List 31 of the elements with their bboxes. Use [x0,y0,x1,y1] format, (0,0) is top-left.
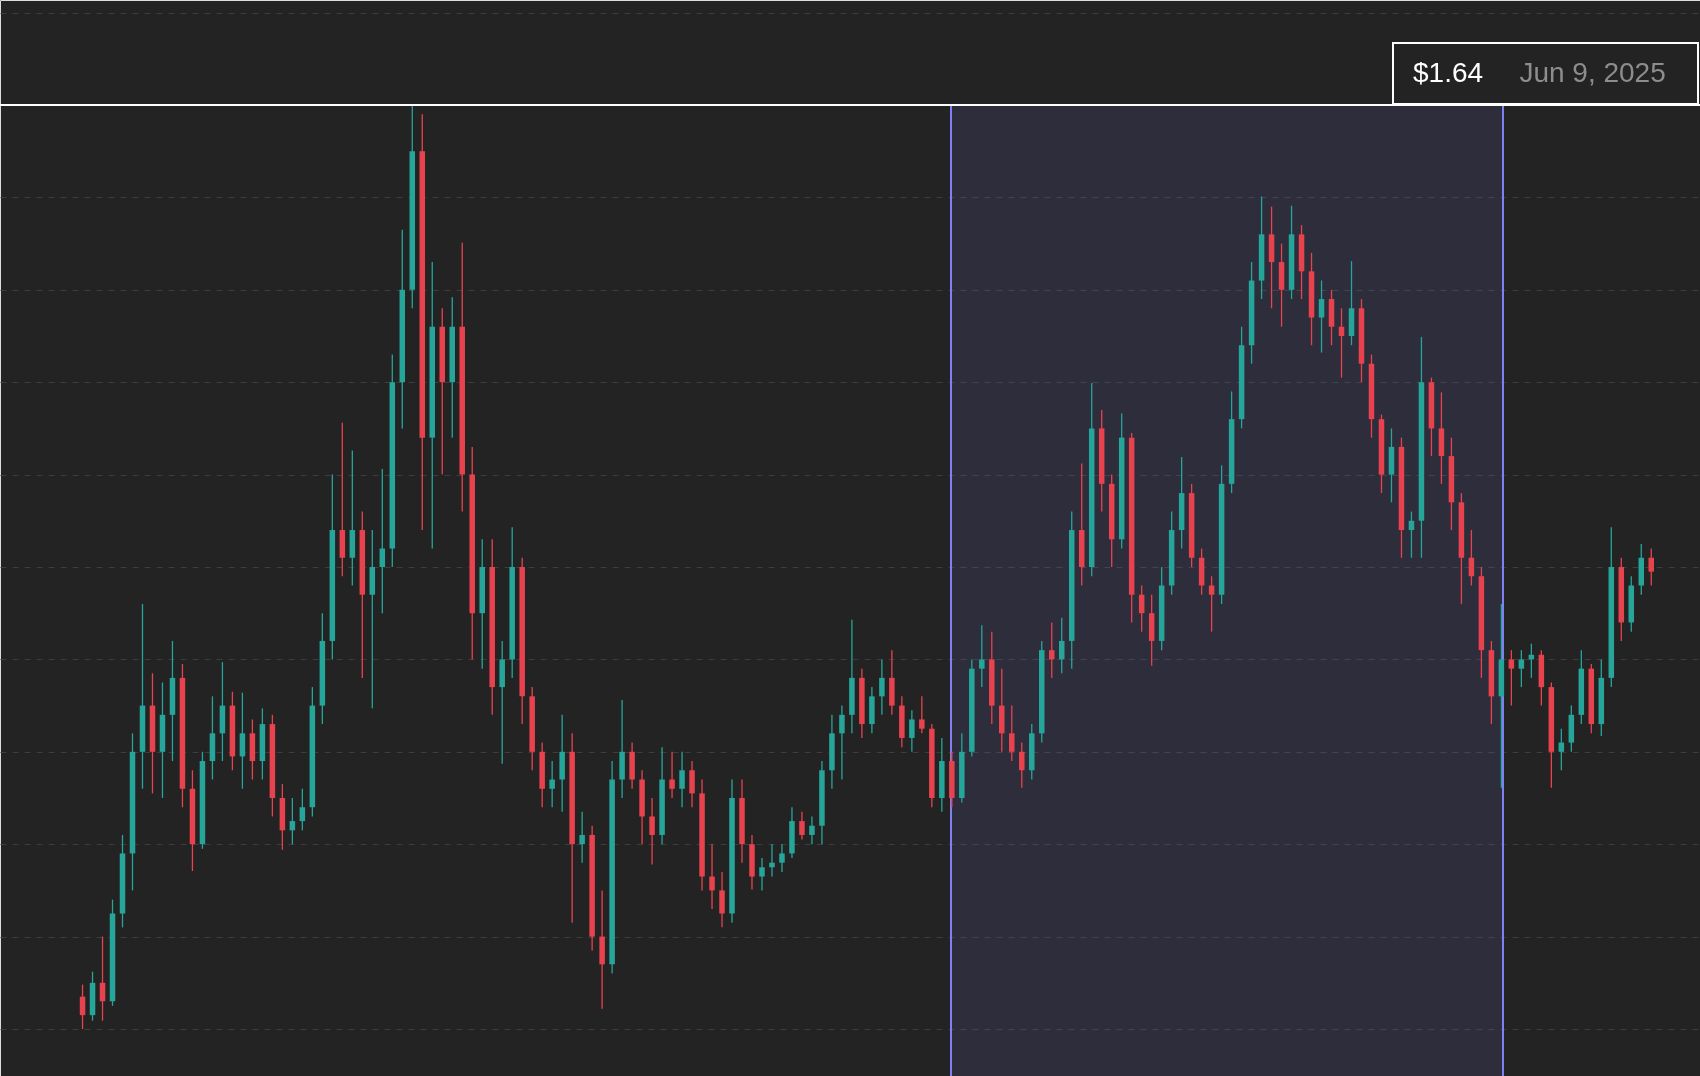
candlestick [679,751,685,808]
candlestick [799,811,805,841]
candlestick [1058,617,1065,674]
candlestick [1019,741,1025,789]
candlestick [879,658,885,716]
candlestick [979,624,985,688]
candlestick [839,704,845,781]
candlestick [649,797,655,866]
candlestick [759,857,765,892]
candlestick [1009,704,1015,762]
candlestick [719,871,725,929]
candlestick [809,815,815,845]
candlestick [1508,649,1515,707]
candlestick [239,692,246,790]
candlestick [1518,649,1525,688]
candlestick [709,843,715,910]
candlestick [549,760,555,808]
candlestick [579,811,585,864]
candlestick [1208,575,1215,633]
candlestick [909,709,915,753]
text: $1.64 [1413,57,1484,88]
candlestick [1048,621,1055,679]
candlestick [769,843,775,878]
candlestick [689,760,695,808]
candlestick [779,843,785,873]
candlestick [1318,279,1325,354]
candlestick [669,751,675,799]
candlestick [1648,547,1655,587]
candlestick [299,788,306,831]
text: Jun 9, 2025 [1519,57,1666,88]
candlestick [919,695,925,734]
